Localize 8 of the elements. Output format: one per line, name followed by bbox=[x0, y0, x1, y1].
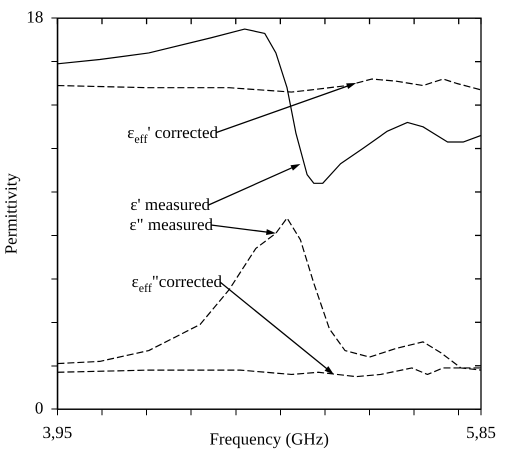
annotation: ε' measured bbox=[130, 195, 210, 214]
x-tick-label: 5,85 bbox=[466, 422, 496, 442]
annotation: ε" measured bbox=[130, 215, 214, 234]
x-tick-label: 3,95 bbox=[42, 422, 72, 442]
y-axis-title: Permittivity bbox=[2, 172, 21, 254]
y-tick-label: 0 bbox=[34, 398, 44, 418]
y-tick-label: 18 bbox=[26, 8, 44, 27]
x-axis-title: Frequency (GHz) bbox=[209, 429, 329, 448]
